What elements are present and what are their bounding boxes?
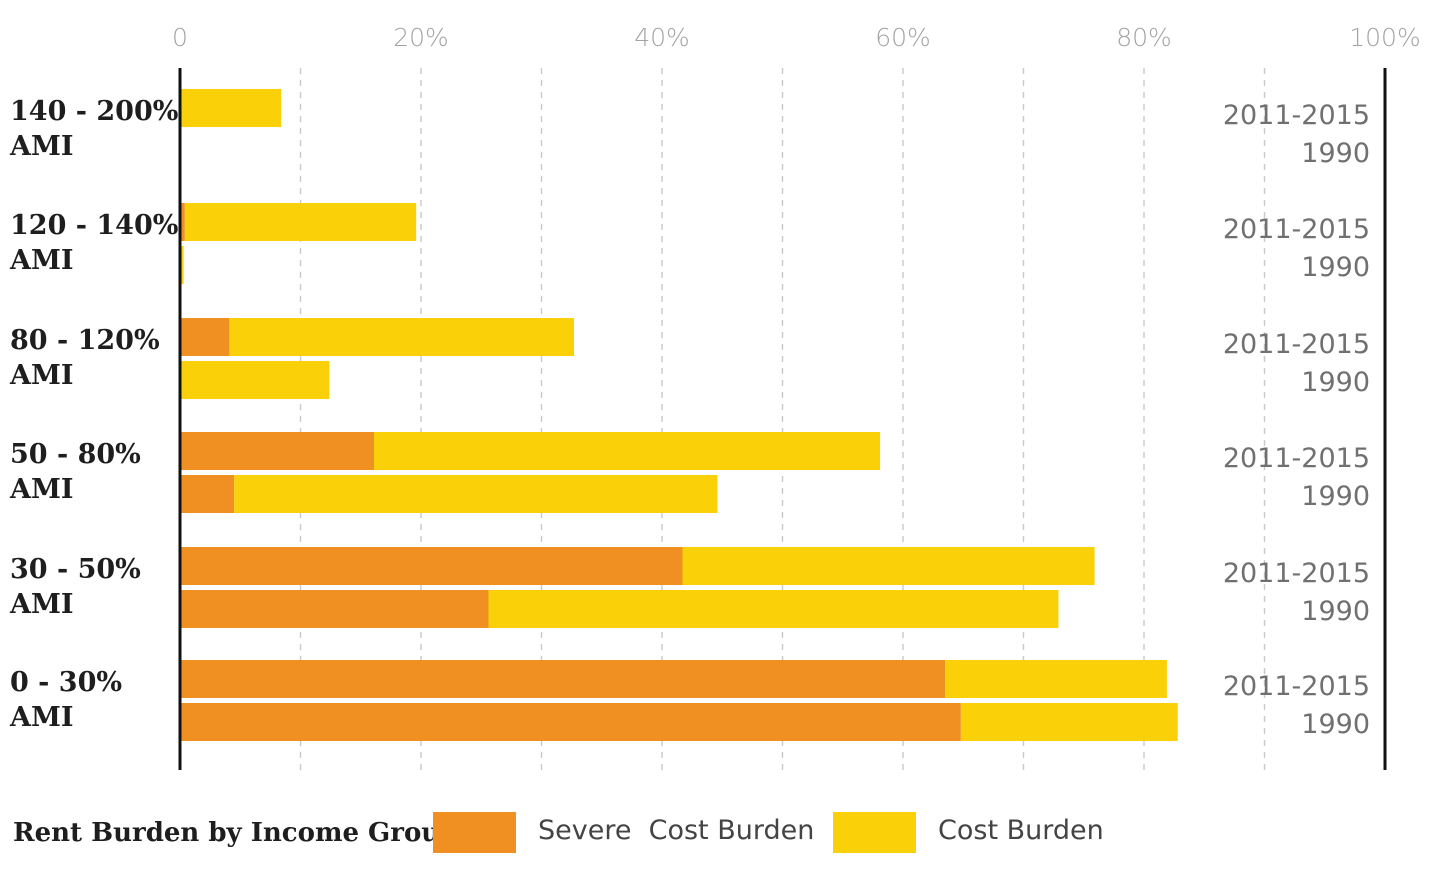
category-label: AMI (9, 702, 73, 733)
x-tick-label: 80% (1116, 23, 1172, 52)
bar-cost-burden (960, 703, 1178, 741)
category-label: 50 - 80% (10, 439, 141, 470)
period-label: 1990 (1301, 252, 1370, 283)
bar-cost-burden (682, 547, 1095, 585)
x-tick-label: 60% (875, 23, 931, 52)
period-label: 2011-2015 (1223, 671, 1370, 702)
legend: Rent Burden by Income Group Severe Cost … (0, 800, 1431, 870)
category-label: 0 - 30% (10, 667, 122, 698)
bar-severe (180, 590, 489, 628)
x-axis-ticks: 0 20% 40% 60% 80% 100% (172, 23, 1421, 52)
x-tick-label: 100% (1349, 23, 1420, 52)
category-labels: 140 - 200% AMI 120 - 140% AMI 80 - 120% AMI 50… (9, 96, 178, 733)
gridlines (299, 68, 1266, 770)
period-label: 2011-2015 (1223, 214, 1370, 245)
bar-severe (180, 432, 375, 470)
bar-severe (180, 547, 683, 585)
bar-cost-burden (234, 475, 718, 513)
bar-cost-burden (374, 432, 881, 470)
period-label: 2011-2015 (1223, 329, 1370, 360)
bar-severe (180, 203, 185, 241)
x-tick-label: 0 (172, 23, 188, 52)
bar-cost-burden (180, 246, 184, 284)
bar-cost-burden (180, 361, 330, 399)
period-label: 2011-2015 (1223, 443, 1370, 474)
category-label: AMI (9, 360, 73, 391)
category-label: AMI (9, 245, 73, 276)
legend-label-cost-burden: Cost Burden (938, 815, 1104, 846)
category-label: 120 - 140% (10, 210, 178, 241)
x-tick-label: 40% (634, 23, 690, 52)
x-tick-label: 20% (393, 23, 449, 52)
category-label: 140 - 200% (10, 96, 178, 127)
bar-severe (180, 703, 961, 741)
period-label: 1990 (1301, 367, 1370, 398)
category-label: 30 - 50% (10, 554, 141, 585)
bar-cost-burden (945, 660, 1167, 698)
bar-severe (180, 660, 946, 698)
legend-swatch-severe (433, 812, 516, 853)
legend-swatch-cost-burden (833, 812, 916, 853)
category-label: AMI (9, 474, 73, 505)
bar-cost-burden (184, 203, 417, 241)
period-label: 1990 (1301, 596, 1370, 627)
bar-cost-burden (488, 590, 1059, 628)
bar-cost-burden (180, 89, 282, 127)
category-label: AMI (9, 131, 73, 162)
bar-severe (180, 318, 230, 356)
bar-severe (180, 475, 235, 513)
period-label: 1990 (1301, 709, 1370, 740)
category-label: 80 - 120% (10, 325, 160, 356)
chart-title: Rent Burden by Income Group (13, 818, 459, 848)
period-label: 1990 (1301, 481, 1370, 512)
period-label: 1990 (1301, 138, 1370, 169)
bar-cost-burden (229, 318, 575, 356)
legend-label-severe: Severe Cost Burden (538, 815, 815, 846)
period-label: 2011-2015 (1223, 558, 1370, 589)
period-labels: 2011-2015 1990 2011-2015 1990 2011-2015 1990 2… (1223, 100, 1370, 740)
period-label: 2011-2015 (1223, 100, 1370, 131)
bars (180, 89, 1178, 741)
category-label: AMI (9, 589, 73, 620)
